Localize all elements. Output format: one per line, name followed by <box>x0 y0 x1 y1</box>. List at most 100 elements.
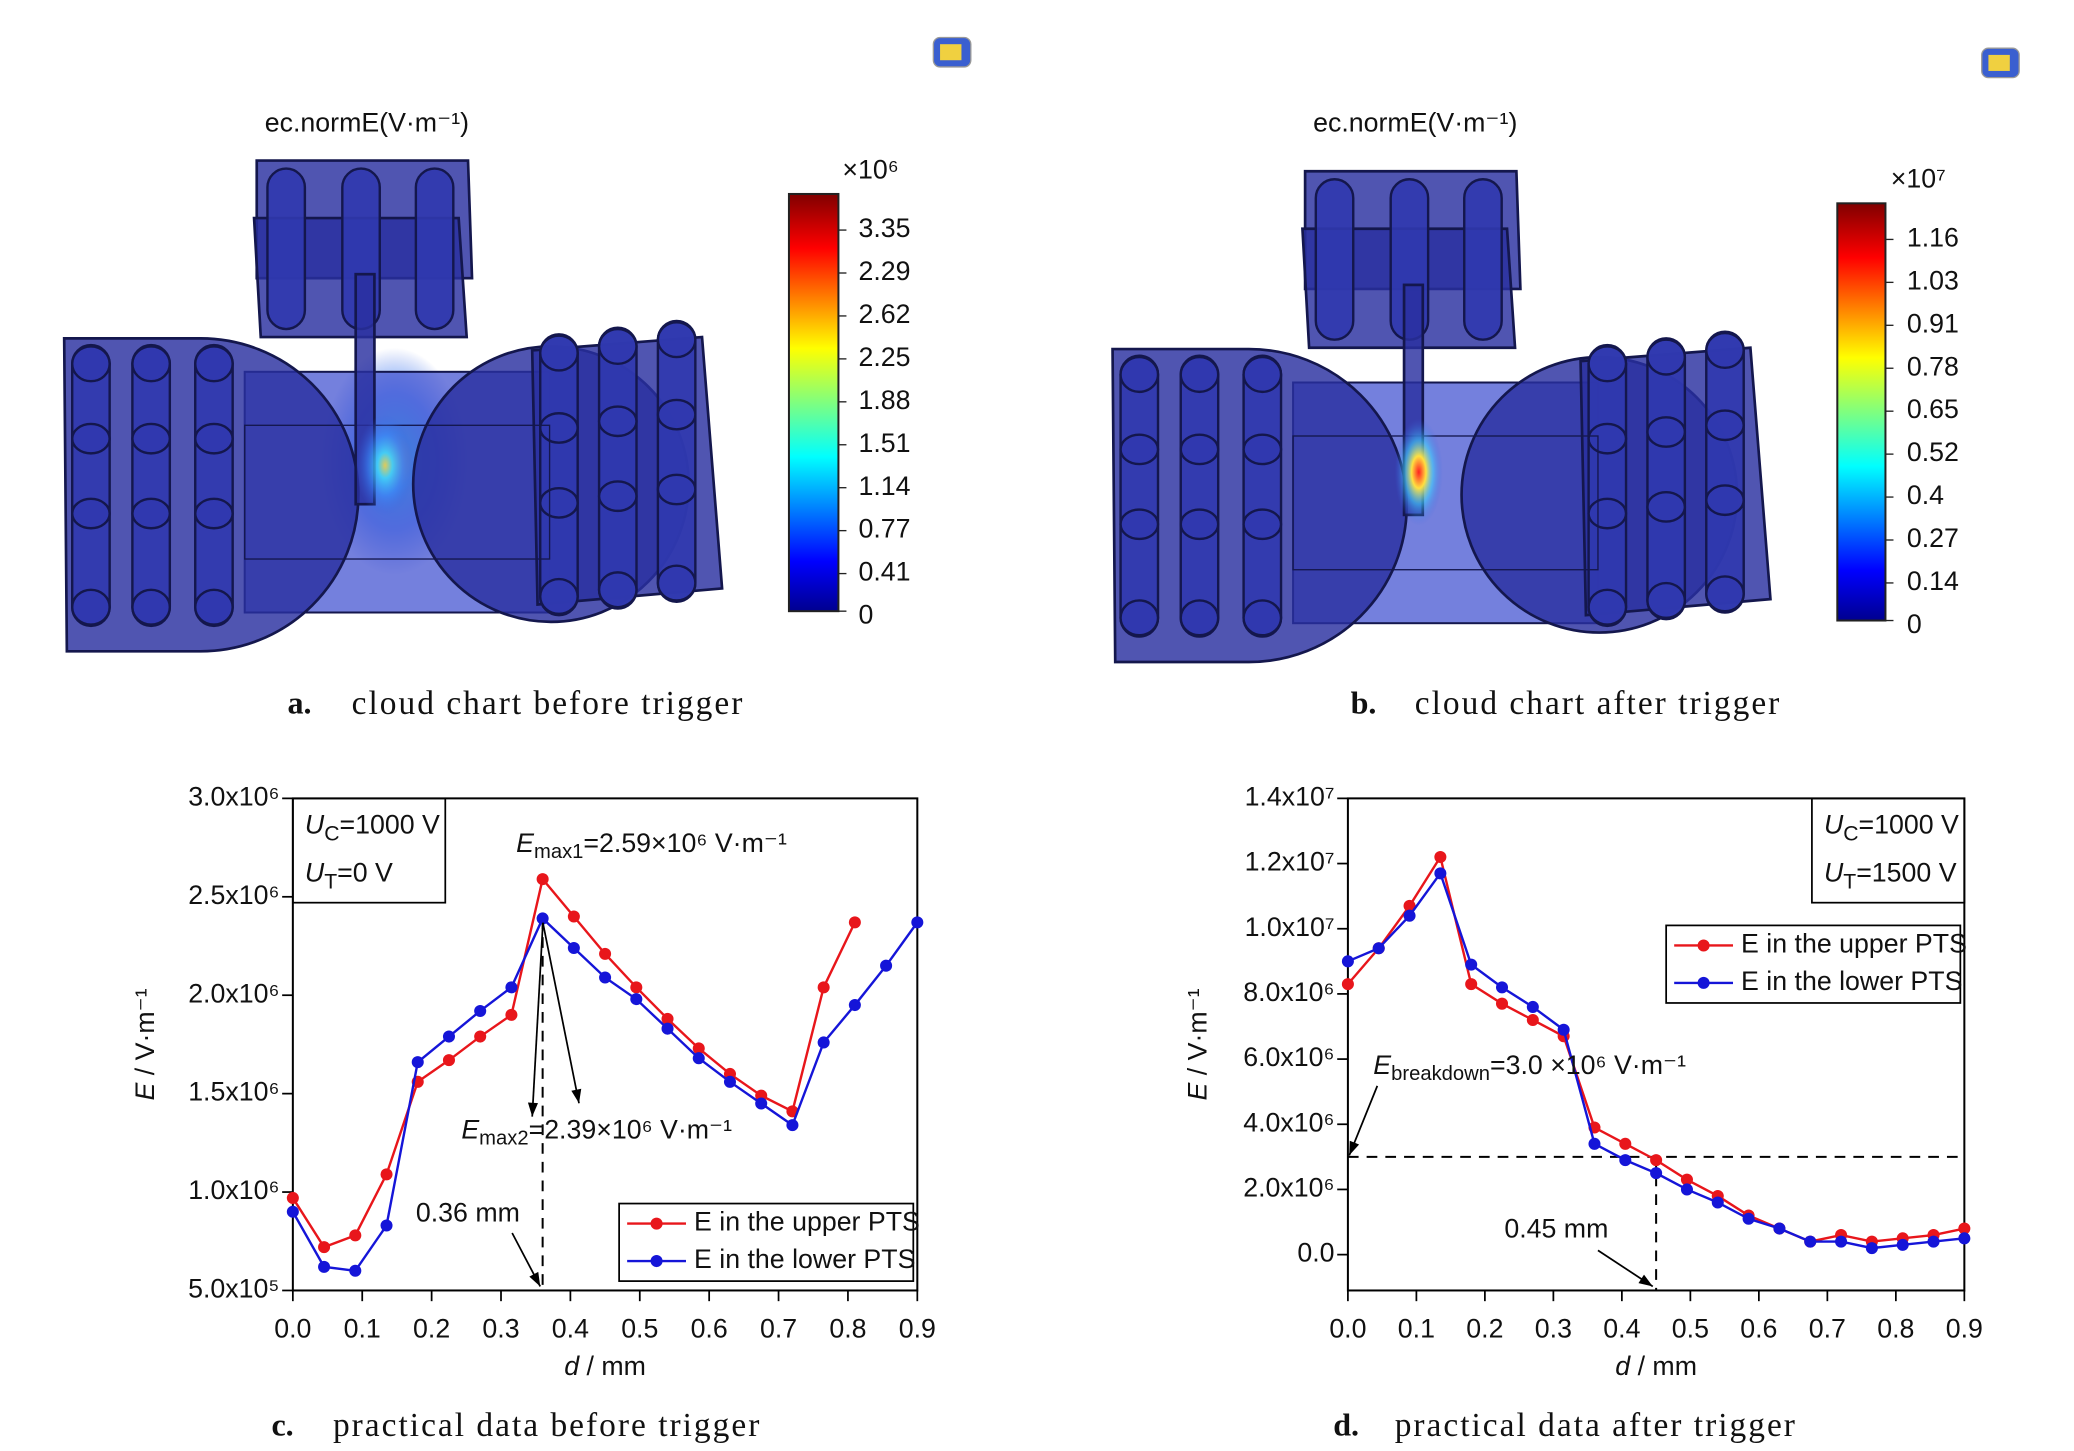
caption-label: c. <box>271 1407 293 1443</box>
colorbar-tick-label: 0.65 <box>1907 394 1959 424</box>
caption: cloud chart after trigger <box>1415 685 1782 722</box>
data-point <box>1403 899 1416 912</box>
y-axis-var: E <box>1183 1082 1213 1101</box>
data-point <box>786 1119 799 1132</box>
caption-label: d. <box>1333 1407 1359 1443</box>
arrow-head <box>1349 1140 1360 1156</box>
device <box>64 161 722 652</box>
logo <box>940 44 962 61</box>
x-axis-var: d <box>1615 1351 1631 1381</box>
legend-label: E in the lower PTS <box>1741 966 1962 996</box>
colorbar <box>1836 202 1887 622</box>
data-point <box>848 999 861 1012</box>
x-tick-label: 0.1 <box>1398 1314 1435 1344</box>
annotation-rest: =2.39×10⁶ V·m⁻¹ <box>529 1114 733 1144</box>
y-tick-label: 1.5x10⁶ <box>188 1077 279 1107</box>
field-glow <box>1394 418 1443 526</box>
data-point <box>1341 978 1354 991</box>
data-point <box>1526 1000 1539 1013</box>
colorbar-title: ec.normE(V·m⁻¹) <box>1313 107 1517 137</box>
colorbar-tick-label: 1.03 <box>1907 265 1959 295</box>
data-point <box>1619 1137 1632 1150</box>
annotation-var: E <box>461 1114 480 1144</box>
legend-marker <box>650 1217 663 1230</box>
data-point <box>1465 978 1478 991</box>
data-point <box>1619 1154 1632 1167</box>
data-point <box>1958 1222 1971 1235</box>
x-axis-label: d / mm <box>1615 1351 1697 1381</box>
colorbar-tick-label: 0.78 <box>1907 351 1959 381</box>
annotation-rest: =2.59×10⁶ V·m⁻¹ <box>583 828 787 858</box>
caption: practical data before trigger <box>333 1407 761 1444</box>
data-point <box>505 1008 518 1021</box>
data-point <box>1403 909 1416 922</box>
annotation-sub: C <box>324 822 339 845</box>
data-point <box>661 1022 674 1035</box>
data-point <box>1680 1183 1693 1196</box>
colorbar-tick-label: 0.41 <box>858 557 910 587</box>
data-point <box>1434 867 1447 880</box>
caption-label: a. <box>287 684 311 720</box>
annotation: UC=1000 V <box>1824 810 1959 846</box>
colorbar-tick-label: 2.29 <box>858 256 910 286</box>
legend-marker <box>1697 976 1710 989</box>
y-axis-label: E / V·m⁻¹ <box>1183 988 1213 1100</box>
data-point <box>692 1052 705 1065</box>
data-point <box>630 981 643 994</box>
series-line <box>291 876 856 1249</box>
field-glow <box>355 414 415 517</box>
x-tick-label: 0.2 <box>413 1314 450 1344</box>
x-tick-label: 0.7 <box>760 1314 797 1344</box>
legend-label: E in the upper PTS <box>1741 929 1967 959</box>
y-tick-label: 4.0x10⁶ <box>1243 1107 1334 1137</box>
x-axis-unit: / mm <box>579 1351 646 1381</box>
annotation-sub: T <box>324 870 337 893</box>
data-point <box>411 1056 424 1069</box>
data-point <box>1865 1242 1878 1255</box>
annotation: UT=1500 V <box>1824 858 1957 894</box>
data-point <box>599 971 612 984</box>
x-tick-label: 0.6 <box>691 1314 728 1344</box>
arrow <box>531 922 544 1117</box>
x-tick-label: 0.2 <box>1466 1314 1503 1344</box>
colorbar <box>787 192 840 613</box>
data-point <box>1680 1173 1693 1186</box>
data-point <box>911 916 924 929</box>
data-point <box>1958 1232 1971 1245</box>
y-tick-label: 1.4x10⁷ <box>1245 781 1335 811</box>
y-tick-label: 2.5x10⁶ <box>188 880 279 910</box>
data-point <box>286 1191 299 1204</box>
data-point <box>1495 981 1509 994</box>
data-point <box>817 1036 830 1049</box>
annotation-sub: breakdown <box>1391 1064 1490 1086</box>
colorbar-tick-label: 1.88 <box>858 385 910 415</box>
data-point <box>380 1168 393 1181</box>
legend-box <box>618 1202 915 1282</box>
data-point <box>1341 955 1354 968</box>
y-axis-label: E / V·m⁻¹ <box>130 988 160 1100</box>
annotation: Ebreakdown=3.0 ×10⁶ V·m⁻¹ <box>1373 1050 1686 1085</box>
arrow-head <box>527 1102 539 1117</box>
y-tick-label: 6.0x10⁶ <box>1243 1042 1334 1072</box>
data-point <box>1773 1222 1786 1235</box>
data-point <box>1650 1154 1663 1167</box>
data-point <box>349 1229 362 1242</box>
caption-label: b. <box>1351 684 1377 720</box>
annotation: Emax1=2.59×10⁶ V·m⁻¹ <box>516 828 787 863</box>
reference-label: 0.36 mm <box>416 1197 520 1227</box>
colorbar-tick-label: 3.35 <box>858 213 910 243</box>
data-point <box>692 1042 705 1055</box>
data-point <box>1711 1196 1724 1209</box>
data-point <box>1434 851 1447 864</box>
x-tick-label: 0.5 <box>621 1314 658 1344</box>
annotation-sub: C <box>1843 822 1858 845</box>
data-point <box>567 910 580 923</box>
x-tick-label: 0.3 <box>482 1314 519 1344</box>
data-point <box>630 993 643 1006</box>
colorbar-tick-label: 1.14 <box>858 471 910 501</box>
colorbar-tick-label: 0.14 <box>1907 566 1959 596</box>
y-tick-label: 8.0x10⁶ <box>1243 977 1334 1007</box>
logo <box>1988 54 2010 71</box>
y-axis-unit: / V·m⁻¹ <box>130 988 160 1082</box>
arrow-head <box>1638 1274 1653 1287</box>
